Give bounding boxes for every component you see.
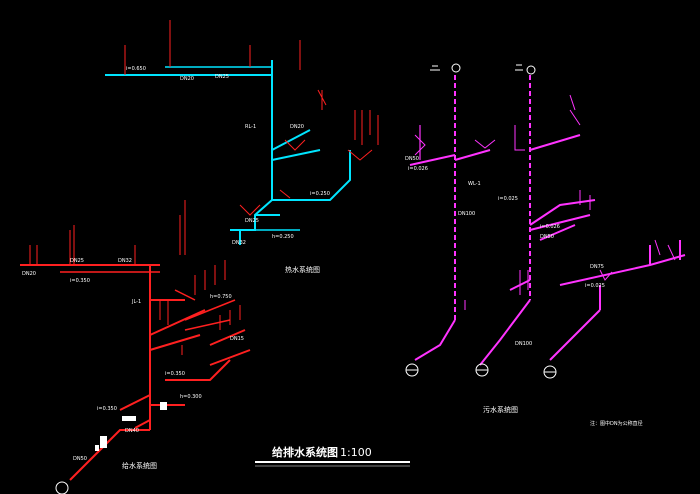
drain-outlet-markers bbox=[405, 363, 557, 379]
cold-water-fixtures bbox=[29, 200, 241, 355]
svg-text:h=0.250: h=0.250 bbox=[272, 234, 294, 240]
hot-water-labels: i=0.650 DN20 DN25 RL-1 DN20 i=0.250 DN25… bbox=[126, 66, 330, 246]
caption-hot-water: 热水系统图 bbox=[285, 265, 320, 274]
svg-text:i=0.350: i=0.350 bbox=[165, 371, 185, 377]
cold-inlet-marker bbox=[55, 481, 69, 494]
hot-water-fixtures bbox=[239, 89, 379, 216]
svg-text:DN50: DN50 bbox=[540, 234, 554, 240]
svg-text:i=0.026: i=0.026 bbox=[408, 166, 428, 172]
svg-text:DN50: DN50 bbox=[73, 456, 87, 462]
svg-text:DN20: DN20 bbox=[180, 76, 194, 82]
cold-water-system bbox=[20, 264, 251, 481]
svg-text:i=0.025: i=0.025 bbox=[498, 196, 518, 202]
svg-text:DN75: DN75 bbox=[590, 264, 604, 270]
svg-text:DN100: DN100 bbox=[515, 341, 532, 347]
svg-text:DN40: DN40 bbox=[125, 428, 139, 434]
caption-drain: 污水系统图 bbox=[483, 405, 518, 414]
hot-water-system bbox=[105, 20, 351, 245]
svg-text:DN20: DN20 bbox=[290, 124, 304, 130]
caption-cold-water: 给水系统图 bbox=[122, 461, 157, 470]
svg-text:i=0.026: i=0.026 bbox=[540, 224, 560, 230]
svg-text:DN15: DN15 bbox=[230, 336, 244, 342]
svg-text:RL-1: RL-1 bbox=[245, 124, 256, 130]
drain-vent-caps bbox=[430, 63, 536, 75]
svg-text:h=0.300: h=0.300 bbox=[180, 394, 202, 400]
svg-text:DN20: DN20 bbox=[22, 271, 36, 277]
svg-text:DN25: DN25 bbox=[245, 218, 259, 224]
svg-text:i=0.350: i=0.350 bbox=[70, 278, 90, 284]
svg-text:DN100: DN100 bbox=[458, 211, 475, 217]
cold-water-valves bbox=[95, 402, 167, 451]
svg-text:DN50: DN50 bbox=[405, 156, 419, 162]
svg-text:h=0.750: h=0.750 bbox=[210, 294, 232, 300]
svg-text:DN32: DN32 bbox=[118, 258, 132, 264]
svg-text:WL-1: WL-1 bbox=[468, 181, 481, 187]
cold-water-labels: DN20 DN25 DN32 i=0.350 JL-1 h=0.750 DN15… bbox=[22, 258, 244, 462]
drain-labels: DN50 i=0.026 WL-1 DN100 i=0.025 i=0.026 … bbox=[405, 156, 605, 347]
svg-text:DN25: DN25 bbox=[70, 258, 84, 264]
svg-text:i=0.025: i=0.025 bbox=[585, 283, 605, 289]
svg-text:DN25: DN25 bbox=[215, 74, 229, 80]
svg-text:DN32: DN32 bbox=[232, 240, 246, 246]
svg-text:i=0.350: i=0.350 bbox=[97, 406, 117, 412]
drain-fixtures bbox=[414, 94, 676, 310]
drawing-note: 注：图中DN为公称直径 bbox=[590, 420, 643, 427]
drawing-scale: 1:100 bbox=[340, 446, 372, 459]
drawing-title: 给排水系统图 bbox=[272, 445, 338, 459]
svg-text:i=0.250: i=0.250 bbox=[310, 191, 330, 197]
svg-text:JL-1: JL-1 bbox=[131, 299, 141, 305]
drain-system bbox=[409, 75, 686, 366]
svg-text:i=0.650: i=0.650 bbox=[126, 66, 146, 72]
